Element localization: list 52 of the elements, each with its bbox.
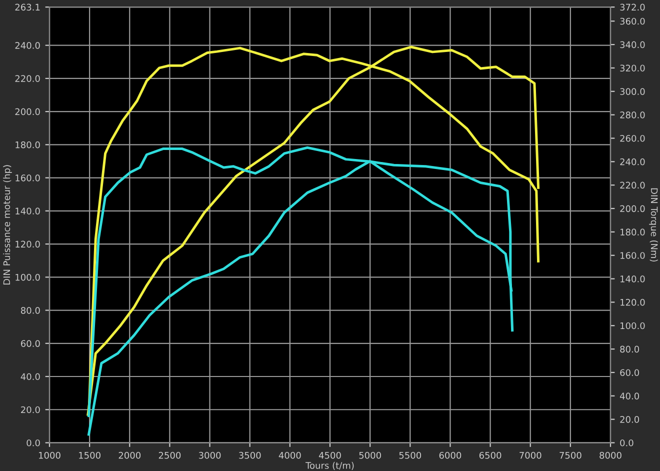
x-tick-label: 5500: [399, 452, 422, 459]
y2-tick-label: 200.0: [620, 205, 645, 212]
y2-tick-label: 320.0: [620, 64, 645, 72]
y2-tick-label: 20.0: [620, 416, 640, 423]
y2-tick-label: 220.0: [620, 182, 645, 189]
y-tick-label: 0.0: [26, 439, 40, 446]
y-tick-label: 80.0: [20, 306, 40, 314]
y2-tick-label: 60.0: [620, 369, 640, 376]
y-tick-label: 20.0: [21, 406, 40, 414]
x-tick-label: 2000: [118, 452, 141, 459]
x-axis-title: Tours (t/m): [306, 462, 354, 470]
y2-tick-label: 180.0: [620, 228, 645, 236]
y2-axis-title: DIN Torque (Nm): [649, 188, 658, 262]
x-tick-label: 4000: [278, 452, 301, 459]
y2-tick-label: 240.0: [620, 158, 645, 166]
y-tick-label: 180.0: [16, 141, 40, 148]
x-tick-label: 2500: [158, 452, 181, 459]
x-tick-label: 6500: [479, 452, 502, 459]
y-tick-label: 263.1: [15, 4, 40, 11]
y-tick-label: 220.0: [15, 75, 40, 82]
y2-tick-label: 260.0: [620, 134, 645, 142]
y2-tick-label: 160.0: [620, 252, 645, 259]
y2-tick-label: 80.0: [620, 346, 640, 353]
y2-tick-label: 280.0: [620, 112, 645, 118]
y-tick-label: 40.0: [20, 373, 40, 380]
y-tick-label: 120.0: [16, 240, 40, 248]
y2-tick-label: 40.0: [620, 392, 640, 400]
y2-tick-label: 100.0: [620, 322, 645, 330]
y2-tick-label: 120.0: [620, 298, 645, 306]
x-tick-label: 1500: [79, 452, 100, 459]
y2-tick-label: 0.0: [620, 439, 634, 446]
x-tick-label: 4500: [318, 452, 341, 459]
y2-tick-label: 372.0: [620, 4, 645, 11]
y-axis-title: DIN Puissance moteur (hp): [3, 165, 12, 285]
x-tick-label: 7500: [560, 452, 582, 459]
x-tick-label: 3500: [239, 452, 261, 459]
x-tick-label: 5000: [359, 452, 381, 459]
y-tick-label: 60.0: [21, 340, 40, 347]
x-tick-label: 8000: [600, 452, 622, 459]
x-tick-label: 7000: [520, 452, 542, 459]
y-tick-label: 160.0: [16, 174, 40, 182]
y-tick-label: 140.0: [16, 208, 40, 214]
x-tick-label: 6000: [439, 452, 462, 459]
y2-tick-label: 140.0: [620, 276, 645, 282]
y-tick-label: 200.0: [15, 108, 40, 116]
x-tick-label: 1000: [39, 452, 60, 459]
y-tick-label: 100.0: [16, 274, 40, 281]
y2-tick-label: 360.0: [620, 18, 645, 25]
y-tick-label: 240.0: [15, 42, 40, 49]
y2-tick-label: 340.0: [620, 41, 645, 48]
x-tick-label: 3000: [198, 452, 221, 459]
y2-tick-label: 300.0: [620, 88, 645, 95]
